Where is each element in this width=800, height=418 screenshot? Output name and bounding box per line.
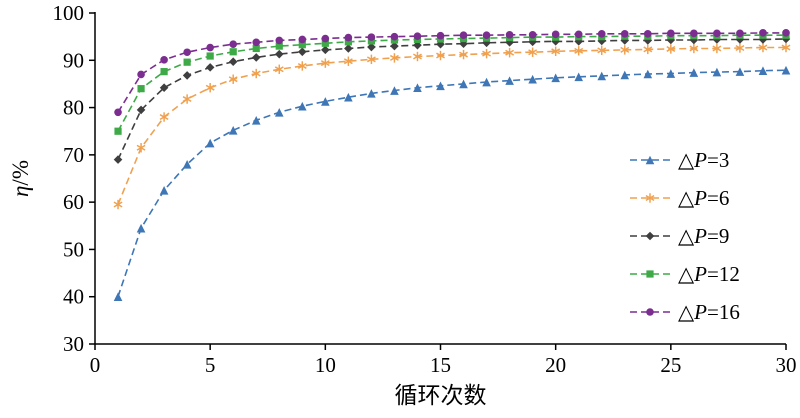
legend-label: △P=6 — [678, 186, 729, 210]
y-tick-label: 70 — [63, 143, 84, 167]
legend-label: △P=16 — [678, 300, 740, 324]
y-tick-label: 80 — [63, 96, 84, 120]
legend-entry-2: △P=9 — [630, 224, 729, 248]
x-tick-label: 25 — [660, 353, 681, 377]
x-tick-label: 30 — [776, 353, 797, 377]
series-markers-2 — [113, 34, 791, 164]
series-line-1 — [117, 46, 786, 205]
legend-entry-4: △P=16 — [630, 300, 740, 324]
series-markers-1 — [113, 42, 791, 210]
series-line-2 — [117, 38, 787, 160]
legend-label: △P=9 — [678, 224, 729, 248]
y-tick-label: 60 — [63, 190, 84, 214]
legend-label: △P=12 — [678, 262, 740, 286]
series-line-0 — [117, 69, 787, 297]
x-tick-label: 20 — [545, 353, 566, 377]
series-markers-0 — [113, 65, 791, 302]
series-markers-4 — [114, 29, 790, 117]
series-line-4 — [117, 32, 786, 113]
y-tick-label: 50 — [63, 237, 84, 261]
y-axis-label: η/% — [8, 160, 33, 197]
y-tick-label: 100 — [53, 1, 85, 25]
x-tick-label: 0 — [90, 353, 101, 377]
series-line-3 — [117, 34, 786, 132]
y-tick-label: 40 — [63, 285, 84, 309]
y-tick-label: 90 — [63, 48, 84, 72]
x-tick-label: 5 — [205, 353, 216, 377]
y-tick-label: 30 — [63, 332, 84, 356]
legend-entry-3: △P=12 — [630, 262, 740, 286]
legend-entry-0: △P=3 — [630, 148, 729, 172]
x-tick-label: 10 — [315, 353, 336, 377]
x-axis-label: 循环次数 — [395, 383, 487, 408]
legend-entry-1: △P=6 — [630, 186, 729, 210]
x-tick-label: 15 — [430, 353, 451, 377]
legend-label: △P=3 — [678, 148, 729, 172]
